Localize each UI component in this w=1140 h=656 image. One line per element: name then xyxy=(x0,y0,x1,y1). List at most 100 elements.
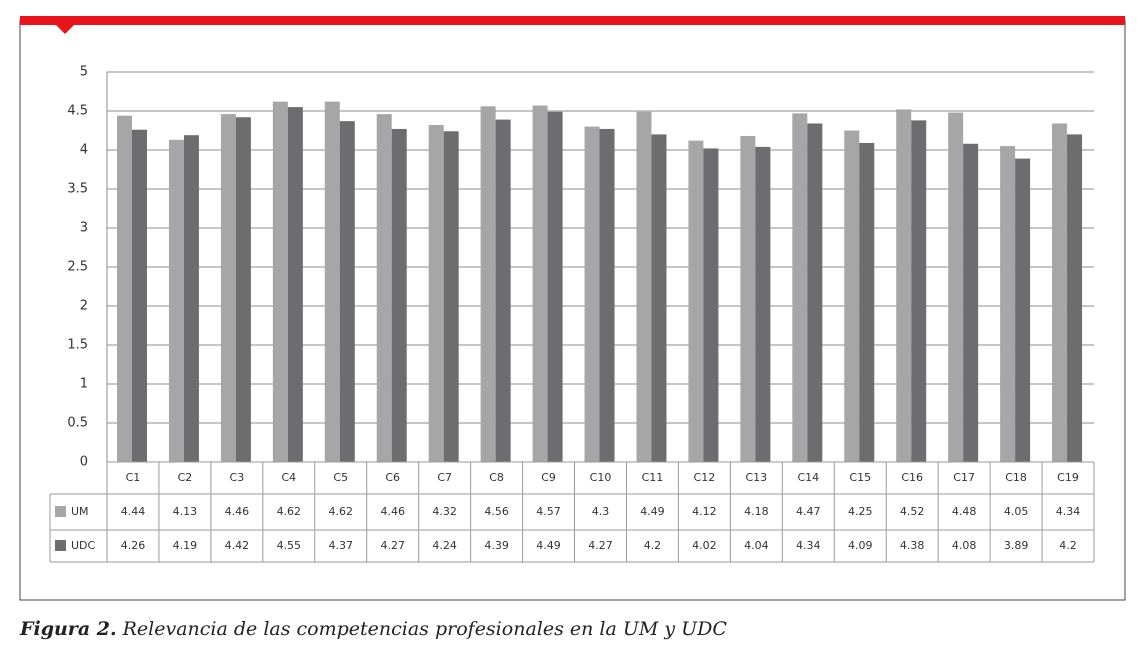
table-value: 4.44 xyxy=(121,505,146,518)
y-tick-label: 5 xyxy=(80,65,88,80)
x-tick-label: C14 xyxy=(797,471,819,484)
bar xyxy=(599,128,615,462)
table-value: 4.24 xyxy=(432,539,457,552)
table-value: 4.46 xyxy=(380,505,405,518)
x-tick-label: C5 xyxy=(333,471,348,484)
table-value: 4.46 xyxy=(225,505,250,518)
bar xyxy=(651,134,667,462)
bar xyxy=(844,130,860,462)
table-value: 4.39 xyxy=(484,539,509,552)
bar xyxy=(792,113,808,462)
x-tick-label: C16 xyxy=(901,471,923,484)
bar xyxy=(807,123,823,462)
table-value: 4.62 xyxy=(277,505,302,518)
x-tick-label: C10 xyxy=(590,471,612,484)
bar xyxy=(220,114,236,463)
table-value: 4.04 xyxy=(744,539,769,552)
bar xyxy=(495,119,511,462)
bar xyxy=(183,135,199,462)
bar xyxy=(948,112,964,462)
y-tick-label: 4.5 xyxy=(67,104,88,119)
y-tick-label: 3 xyxy=(80,221,88,236)
bar xyxy=(896,109,912,462)
bar xyxy=(132,129,147,462)
x-tick-label: C7 xyxy=(437,471,452,484)
bar xyxy=(324,101,340,462)
bar xyxy=(740,135,756,462)
bar xyxy=(859,142,875,463)
table-value: 4.55 xyxy=(277,539,302,552)
bar xyxy=(532,105,548,462)
bar xyxy=(443,131,459,462)
y-tick-label: 0 xyxy=(80,455,88,470)
bar xyxy=(688,140,704,462)
bar xyxy=(703,148,719,462)
y-tick-label: 0.5 xyxy=(67,416,88,431)
table-value: 4.42 xyxy=(225,539,250,552)
table-value: 4.47 xyxy=(796,505,821,518)
x-tick-label: C3 xyxy=(230,471,245,484)
table-value: 4.18 xyxy=(744,505,769,518)
bar xyxy=(547,111,563,462)
caption: Figura 2. Relevancia de las competencias… xyxy=(19,618,727,640)
x-tick-label: C2 xyxy=(178,471,193,484)
table-value: 4.05 xyxy=(1004,505,1029,518)
table-value: 3.89 xyxy=(1004,539,1029,552)
y-tick-label: 1.5 xyxy=(67,338,88,353)
bar xyxy=(287,107,303,462)
legend-label: UDC xyxy=(71,539,96,552)
x-tick-label: C12 xyxy=(694,471,716,484)
x-tick-label: C15 xyxy=(849,471,871,484)
table-value: 4.12 xyxy=(692,505,717,518)
bar xyxy=(391,128,407,462)
y-tick-label: 1 xyxy=(80,377,88,392)
table-value: 4.57 xyxy=(536,505,561,518)
x-tick-label: C18 xyxy=(1005,471,1027,484)
table-value: 4.2 xyxy=(1059,539,1077,552)
legend-swatch xyxy=(55,506,66,517)
bar xyxy=(1067,134,1083,462)
table-value: 4.52 xyxy=(900,505,925,518)
bar xyxy=(911,120,927,463)
y-tick-label: 3.5 xyxy=(67,182,88,197)
x-tick-label: C17 xyxy=(953,471,975,484)
bar xyxy=(339,121,355,462)
table-value: 4.27 xyxy=(588,539,613,552)
bar xyxy=(636,111,652,462)
table-value: 4.56 xyxy=(484,505,509,518)
table-value: 4.02 xyxy=(692,539,717,552)
table-value: 4.09 xyxy=(848,539,873,552)
table-value: 4.49 xyxy=(640,505,665,518)
table-value: 4.48 xyxy=(952,505,977,518)
bar xyxy=(272,101,288,462)
table-value: 4.37 xyxy=(329,539,354,552)
bar xyxy=(584,126,600,462)
bar xyxy=(168,139,184,463)
bar xyxy=(1000,146,1016,462)
bar xyxy=(755,146,771,462)
x-tick-label: C13 xyxy=(745,471,767,484)
x-tick-label: C1 xyxy=(126,471,141,484)
table-value: 4.2 xyxy=(644,539,662,552)
bar xyxy=(235,117,251,463)
bar xyxy=(117,115,132,463)
x-tick-label: C9 xyxy=(541,471,556,484)
table-value: 4.3 xyxy=(592,505,610,518)
legend-swatch xyxy=(55,540,66,551)
table-value: 4.49 xyxy=(536,539,561,552)
table-value: 4.32 xyxy=(432,505,457,518)
x-tick-label: C6 xyxy=(385,471,400,484)
table-value: 4.26 xyxy=(121,539,146,552)
bar xyxy=(1015,158,1031,462)
y-tick-label: 2.5 xyxy=(67,260,88,275)
x-tick-label: C4 xyxy=(281,471,296,484)
x-tick-label: C19 xyxy=(1057,471,1079,484)
table-value: 4.38 xyxy=(900,539,925,552)
bar xyxy=(428,125,444,462)
y-tick-label: 4 xyxy=(80,143,88,158)
red-band xyxy=(20,16,1125,25)
red-marker xyxy=(56,25,74,34)
table-value: 4.34 xyxy=(1056,505,1081,518)
table-value: 4.62 xyxy=(329,505,354,518)
